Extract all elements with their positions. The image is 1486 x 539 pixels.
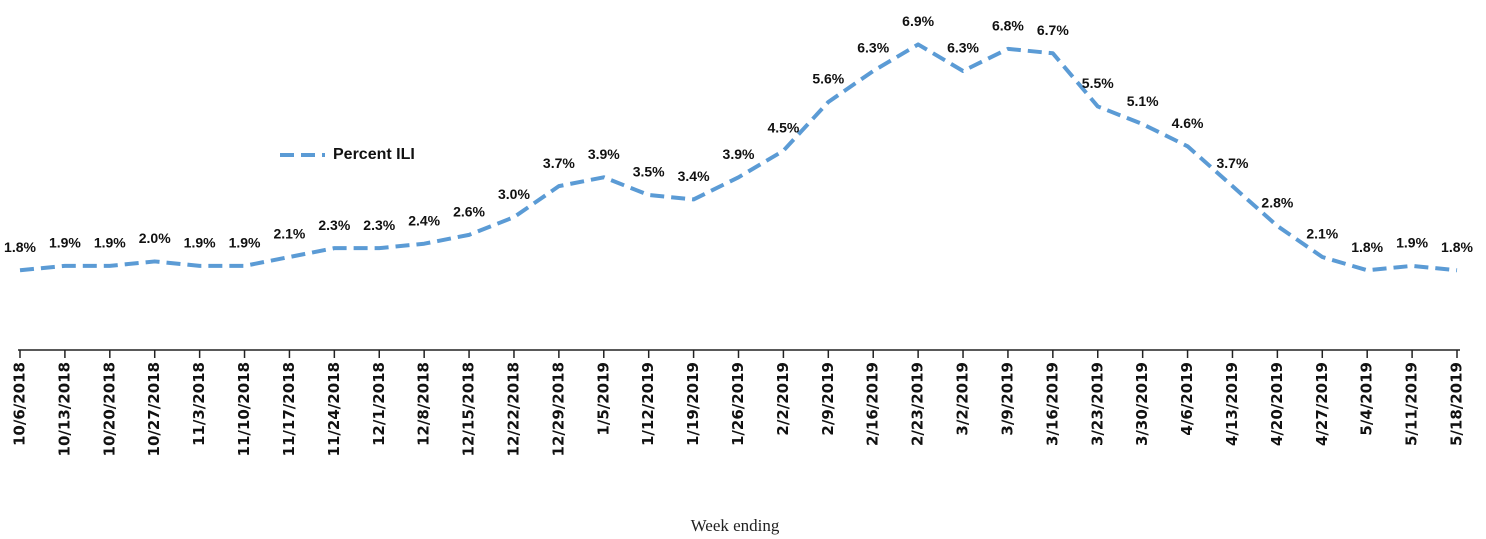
data-label: 1.9% [1396, 235, 1428, 251]
x-tick-label: 4/6/2019 [1178, 362, 1196, 436]
x-tick-label: 10/20/2018 [100, 362, 118, 456]
data-label: 6.8% [992, 18, 1024, 34]
x-tick-label: 12/1/2018 [370, 362, 388, 446]
data-label: 4.6% [1172, 115, 1204, 131]
x-tick-label: 11/24/2018 [325, 362, 343, 456]
data-label: 2.0% [139, 230, 171, 246]
data-label: 1.8% [1441, 239, 1473, 255]
data-label: 3.0% [498, 186, 530, 202]
data-label: 6.7% [1037, 22, 1069, 38]
data-line [19, 42, 1458, 273]
x-tick-label: 12/15/2018 [460, 362, 478, 456]
x-tick-label: 4/27/2019 [1313, 362, 1331, 446]
data-label: 5.5% [1082, 75, 1114, 91]
x-tick-label: 11/3/2018 [190, 362, 208, 446]
x-tick-label: 5/4/2019 [1358, 362, 1376, 436]
x-tick-label: 12/22/2018 [504, 362, 522, 456]
x-tick-label: 12/8/2018 [415, 362, 433, 446]
x-tick-label: 3/30/2019 [1133, 362, 1151, 446]
x-tick-label: 10/13/2018 [55, 362, 73, 456]
x-tick-label: 2/9/2019 [819, 362, 837, 436]
data-label: 3.7% [543, 155, 575, 171]
data-label: 4.5% [767, 119, 799, 135]
data-label: 3.4% [678, 168, 710, 184]
data-label: 3.9% [723, 146, 755, 162]
x-tick-label: 3/2/2019 [954, 362, 972, 436]
x-tick-label: 10/6/2018 [11, 362, 29, 446]
x-tick-label: 11/10/2018 [235, 362, 253, 456]
x-tick-label: 10/27/2018 [145, 362, 163, 456]
data-label: 3.9% [588, 146, 620, 162]
x-tick-label: 5/18/2019 [1448, 362, 1466, 446]
data-label: 2.8% [1261, 195, 1293, 211]
x-tick-label: 4/13/2019 [1223, 362, 1241, 446]
data-label: 6.3% [947, 40, 979, 56]
x-tick-label: 3/23/2019 [1088, 362, 1106, 446]
legend-label: Percent ILI [333, 146, 415, 163]
x-tick-label: 1/12/2019 [639, 362, 657, 446]
data-label: 1.9% [49, 235, 81, 251]
x-axis-title: Week ending [691, 516, 780, 535]
data-label: 1.9% [94, 235, 126, 251]
x-tick-label: 1/5/2019 [594, 362, 612, 436]
x-tick-label: 3/9/2019 [998, 362, 1016, 436]
data-label: 2.4% [408, 212, 440, 228]
data-label: 5.1% [1127, 93, 1159, 109]
data-label: 3.5% [633, 164, 665, 180]
x-tick-label: 2/16/2019 [864, 362, 882, 446]
data-label: 1.8% [1351, 239, 1383, 255]
data-label: 2.1% [273, 226, 305, 242]
x-tick-label: 1/19/2019 [684, 362, 702, 446]
data-label: 1.9% [184, 235, 216, 251]
data-label: 1.8% [4, 239, 36, 255]
data-label: 6.3% [857, 40, 889, 56]
data-label: 2.3% [363, 217, 395, 233]
x-tick-label: 5/11/2019 [1403, 362, 1421, 446]
x-tick-label: 2/23/2019 [909, 362, 927, 446]
x-tick-label: 12/29/2018 [549, 362, 567, 456]
x-tick-label: 2/2/2019 [774, 362, 792, 436]
x-tick-label: 11/17/2018 [280, 362, 298, 456]
data-label: 5.6% [812, 71, 844, 87]
data-label: 2.1% [1306, 226, 1338, 242]
x-tick-label: 4/20/2019 [1268, 362, 1286, 446]
data-label: 1.9% [229, 235, 261, 251]
data-label: 2.6% [453, 204, 485, 220]
x-tick-label: 3/16/2019 [1043, 362, 1061, 446]
data-label: 6.9% [902, 13, 934, 29]
data-label: 2.3% [318, 217, 350, 233]
data-label: 3.7% [1217, 155, 1249, 171]
x-tick-label: 1/26/2019 [729, 362, 747, 446]
